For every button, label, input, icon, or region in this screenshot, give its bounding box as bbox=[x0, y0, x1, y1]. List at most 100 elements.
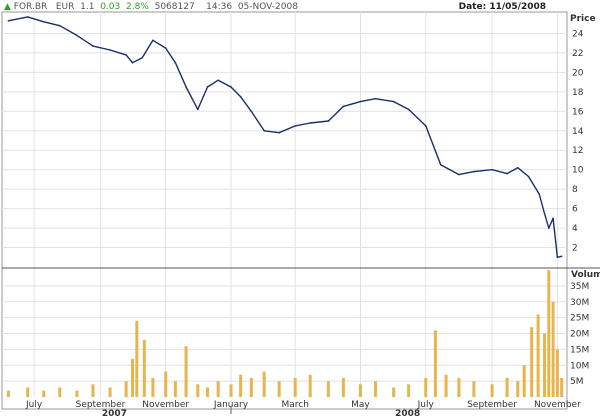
quote-header: ▲ FOR.BR EUR 1.1 0.03 2.8% 5068127 14:36… bbox=[4, 2, 298, 12]
month-tick-label: November bbox=[142, 400, 189, 410]
volume-bar bbox=[216, 381, 220, 397]
volume-bar bbox=[249, 377, 253, 397]
volume-tick-label: 30M bbox=[570, 298, 589, 308]
grid bbox=[2, 12, 567, 397]
price-tick-label: 20 bbox=[572, 68, 584, 78]
volume-bar bbox=[490, 384, 494, 397]
volume-bar bbox=[6, 390, 10, 397]
volume-bar bbox=[392, 387, 396, 397]
price-point bbox=[58, 24, 61, 27]
price-point bbox=[294, 125, 297, 127]
volume-tick-label: 35M bbox=[570, 282, 589, 292]
price-point bbox=[342, 105, 345, 108]
axes: 24681012141618202224Price5M10M15M20M25M3… bbox=[25, 14, 600, 419]
price-point bbox=[556, 256, 559, 259]
price-tick-label: 14 bbox=[572, 127, 584, 137]
volume-bar bbox=[124, 381, 128, 397]
volume-bar bbox=[308, 374, 312, 397]
volume-bar bbox=[142, 339, 146, 397]
price-point bbox=[92, 45, 94, 47]
price-tick-label: 2 bbox=[572, 244, 578, 254]
volume-bar bbox=[358, 384, 362, 397]
volume-bar bbox=[444, 374, 448, 397]
price-point bbox=[278, 131, 280, 134]
price-point bbox=[424, 125, 427, 127]
volume-bar bbox=[277, 381, 281, 397]
volume-bar bbox=[184, 346, 188, 397]
volume-bar bbox=[135, 320, 139, 397]
volume-bars bbox=[6, 270, 564, 397]
price-point bbox=[185, 86, 187, 88]
price-point bbox=[491, 168, 493, 171]
price-point bbox=[374, 97, 377, 100]
price-point bbox=[458, 173, 460, 176]
volume-axis-title: Volume bbox=[571, 270, 600, 280]
volume-bar bbox=[530, 327, 534, 397]
volume-bar bbox=[407, 384, 411, 397]
price-axis-title: Price bbox=[570, 14, 596, 24]
volume-bar bbox=[555, 349, 559, 397]
volume-bar bbox=[373, 381, 377, 397]
price-point bbox=[527, 175, 530, 178]
volume-bar bbox=[293, 377, 297, 397]
volume-bar bbox=[151, 377, 155, 397]
volume-bar bbox=[326, 381, 330, 397]
volume-bar bbox=[26, 387, 30, 397]
month-tick-label: July bbox=[25, 400, 43, 410]
volume-bar bbox=[205, 387, 209, 397]
volume-bar bbox=[505, 377, 509, 397]
price-tick-label: 12 bbox=[572, 146, 583, 156]
price-point bbox=[217, 79, 219, 81]
volume-bar bbox=[108, 387, 112, 397]
month-tick-label: November bbox=[534, 400, 581, 410]
price-point bbox=[164, 47, 167, 49]
volume-bar bbox=[522, 365, 526, 397]
date-label: Date: 11/05/2008 bbox=[458, 2, 546, 12]
year-tick-label: 2008 bbox=[395, 409, 420, 419]
price-point bbox=[439, 164, 442, 166]
volume-bar bbox=[239, 374, 243, 397]
price-point bbox=[560, 255, 563, 258]
volume-value: 5068127 bbox=[154, 2, 195, 12]
price-point bbox=[152, 39, 154, 42]
price-point bbox=[26, 16, 29, 18]
volume-bar bbox=[472, 381, 476, 397]
price-point bbox=[141, 56, 143, 59]
price-tick-label: 6 bbox=[572, 205, 578, 215]
price-point bbox=[239, 95, 242, 98]
price-line bbox=[8, 16, 562, 258]
plot-frame bbox=[1, 11, 568, 410]
month-tick-label: January bbox=[213, 400, 249, 410]
price-tick-label: 10 bbox=[572, 166, 584, 176]
volume-bar bbox=[536, 314, 540, 397]
volume-bar bbox=[547, 270, 551, 397]
volume-bar bbox=[196, 384, 200, 397]
price-point bbox=[109, 49, 111, 51]
volume-bar bbox=[75, 390, 79, 397]
volume-bar bbox=[457, 377, 461, 397]
year-tick-label: 2007 bbox=[102, 409, 127, 419]
month-tick-label: July bbox=[417, 400, 435, 410]
price-tick-label: 8 bbox=[572, 185, 578, 195]
price-tick-label: 18 bbox=[572, 88, 584, 98]
volume-bar bbox=[516, 381, 520, 397]
price-point bbox=[42, 20, 45, 23]
price-tick-label: 16 bbox=[572, 107, 584, 117]
symbol: FOR.BR bbox=[13, 2, 48, 12]
volume-bar bbox=[173, 381, 177, 397]
up-triangle-icon: ▲ bbox=[4, 2, 11, 12]
price-point bbox=[309, 122, 311, 124]
volume-bar bbox=[551, 301, 555, 397]
volume-bar bbox=[262, 371, 266, 397]
month-tick-label: September bbox=[76, 400, 126, 410]
price-point bbox=[131, 61, 134, 64]
price-point bbox=[76, 34, 78, 37]
price-point bbox=[407, 108, 410, 111]
volume-bar bbox=[543, 333, 547, 397]
price-point bbox=[506, 172, 508, 175]
volume-tick-label: 20M bbox=[570, 330, 589, 340]
price-point bbox=[548, 227, 550, 229]
volume-bar bbox=[42, 390, 46, 397]
currency: EUR bbox=[55, 2, 75, 12]
